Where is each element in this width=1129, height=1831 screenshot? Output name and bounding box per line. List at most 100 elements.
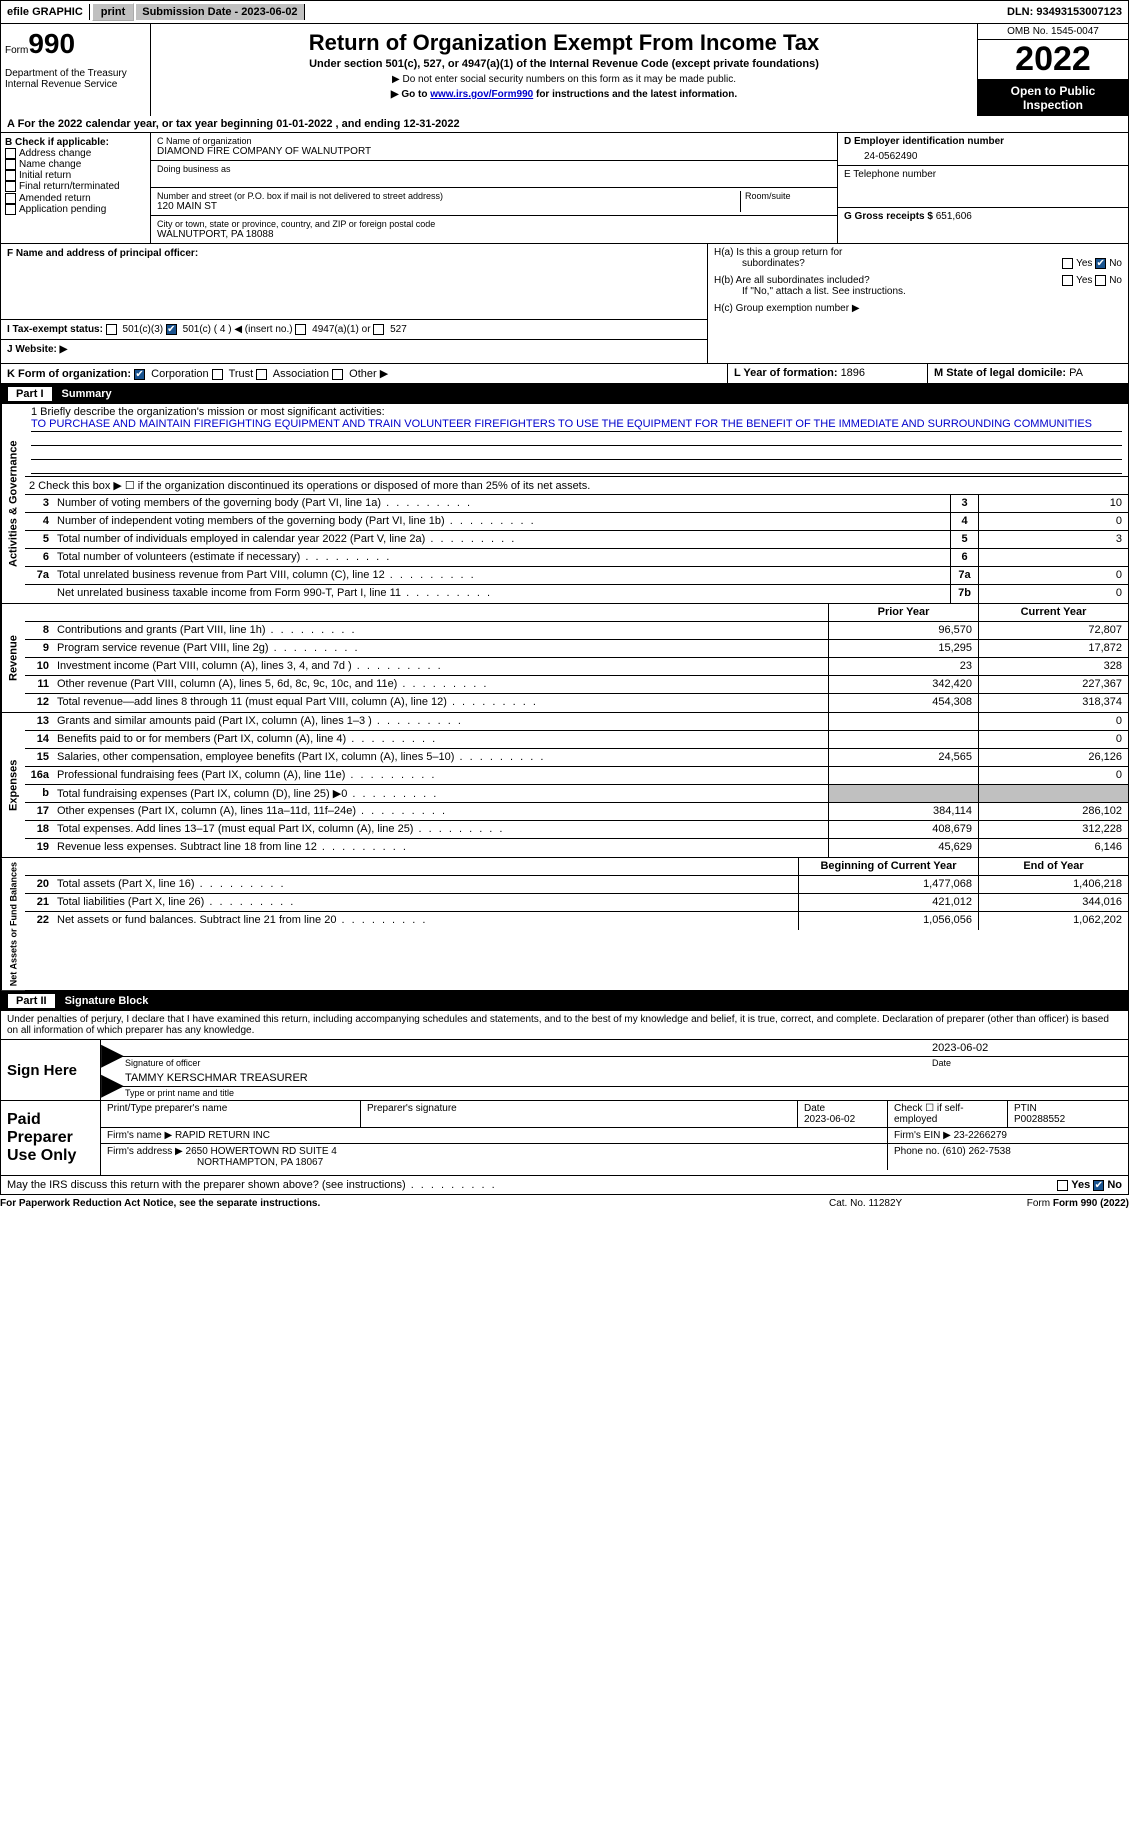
col-d: D Employer identification number 24-0562… [838,133,1128,243]
form-id-block: Form990 Department of the Treasury Inter… [1,24,151,116]
officer-name: TAMMY KERSCHMAR TREASURER [121,1070,1128,1087]
firm-name-label: Firm's name ▶ [107,1130,175,1141]
col-h: H(a) Is this a group return for subordin… [708,244,1128,363]
part1-label: Part I [8,387,52,401]
print-button[interactable]: print [92,3,134,21]
chk-name[interactable]: Name change [5,159,146,170]
gross-row: G Gross receipts $ 651,606 [838,208,1128,225]
chk-address[interactable]: Address change [5,148,146,159]
chk-527[interactable] [373,324,384,335]
chk-trust[interactable] [212,369,223,380]
chk-amended[interactable]: Amended return [5,193,146,204]
addr-label: Number and street (or P.O. box if mail i… [157,191,736,201]
table-row: 3Number of voting members of the governi… [25,495,1128,513]
tel-row: E Telephone number [838,166,1128,208]
chk-final[interactable]: Final return/terminated [5,181,146,192]
signature-section: Sign Here ▶ 2023-06-02 Signature of offi… [0,1040,1129,1176]
revenue-section: Revenue Prior Year Current Year 8Contrib… [0,604,1129,713]
section-bcd: B Check if applicable: Address change Na… [0,133,1129,244]
main-title: Return of Organization Exempt From Incom… [159,30,969,56]
prep-date: 2023-06-02 [804,1114,855,1125]
org-name-row: C Name of organization DIAMOND FIRE COMP… [151,133,837,161]
table-row: 15Salaries, other compensation, employee… [25,749,1128,767]
table-row: 21Total liabilities (Part X, line 26)421… [25,894,1128,912]
ha-yes[interactable] [1062,258,1073,269]
k-label: K Form of organization: [7,368,131,380]
dept-irs: Internal Revenue Service [5,79,146,90]
tax-year: 2022 [978,40,1128,80]
subtitle: Under section 501(c), 527, or 4947(a)(1)… [159,58,969,70]
row-i-tax-exempt: I Tax-exempt status: 501(c)(3) 501(c) ( … [1,319,707,339]
chk-corp[interactable] [134,369,145,380]
hb-yes[interactable] [1062,275,1073,286]
city-value: WALNUTPORT, PA 18088 [157,229,831,240]
ein-row: D Employer identification number 24-0562… [838,133,1128,166]
col-current: Current Year [978,604,1128,621]
instr-link: ▶ Go to www.irs.gov/Form990 for instruct… [159,89,969,100]
instr-ssn: ▶ Do not enter social security numbers o… [159,74,969,85]
hc-row: H(c) Group exemption number ▶ [708,300,1128,317]
rev-header-row: Prior Year Current Year [25,604,1128,622]
firm-ein-label: Firm's EIN ▶ [894,1130,954,1141]
vert-label-net: Net Assets or Fund Balances [1,858,25,990]
ptin-label: PTIN [1014,1103,1037,1114]
paid-preparer-label: Paid Preparer Use Only [1,1101,101,1175]
addr-row: Number and street (or P.O. box if mail i… [151,188,837,216]
part2-header: Part II Signature Block [0,991,1129,1011]
sig-arrow-icon: ▶ [101,1040,121,1070]
may-no[interactable] [1093,1180,1104,1191]
chk-501c[interactable] [166,324,177,335]
perjury-declaration: Under penalties of perjury, I declare th… [0,1011,1129,1040]
city-label: City or town, state or province, country… [157,219,831,229]
sig-officer-label: Signature of officer [121,1057,928,1069]
ha-no[interactable] [1095,258,1106,269]
efile-label: efile GRAPHIC [1,4,90,20]
dln: DLN: 93493153007123 [1001,4,1128,20]
i-label: I Tax-exempt status: [7,324,103,335]
may-yes[interactable] [1057,1180,1068,1191]
col-prior: Prior Year [828,604,978,621]
tel-label: E Telephone number [844,169,1122,180]
chk-other[interactable] [332,369,343,380]
form-word: Form [5,45,28,56]
firm-addr1: 2650 HOWERTOWN RD SUITE 4 [186,1146,337,1157]
ein-value: 24-0562490 [844,147,1122,162]
may-irs-discuss: May the IRS discuss this return with the… [0,1176,1129,1195]
firm-name: RAPID RETURN INC [175,1130,270,1141]
vert-label-rev: Revenue [1,604,25,712]
top-bar: efile GRAPHIC print Submission Date - 20… [0,0,1129,24]
col-end: End of Year [978,858,1128,875]
chk-pending[interactable]: Application pending [5,204,146,215]
chk-501c3[interactable] [106,324,117,335]
room-label: Room/suite [741,191,831,212]
part2-title: Signature Block [65,995,149,1007]
vert-label-ag: Activities & Governance [1,404,25,603]
table-row: 17Other expenses (Part IX, column (A), l… [25,803,1128,821]
sign-here-label: Sign Here [1,1040,101,1100]
gross-value: 651,606 [936,211,972,222]
sig-arrow2-icon: ▶ [101,1070,121,1100]
irs-link[interactable]: www.irs.gov/Form990 [430,89,533,100]
table-row: 16aProfessional fundraising fees (Part I… [25,767,1128,785]
dept-treasury: Department of the Treasury [5,68,146,79]
hb-no[interactable] [1095,275,1106,286]
col-c-org: C Name of organization DIAMOND FIRE COMP… [151,133,838,243]
m-domicile: M State of legal domicile: PA [928,364,1128,383]
row-j-website: J Website: ▶ [1,339,707,359]
q2-checkbox-line: 2 Check this box ▶ ☐ if the organization… [25,477,1128,494]
part2-label: Part II [8,994,55,1008]
col-b-checkboxes: B Check if applicable: Address change Na… [1,133,151,243]
check-self-employed: Check ☐ if self-employed [888,1101,1008,1127]
chk-4947[interactable] [295,324,306,335]
title-block: Return of Organization Exempt From Incom… [151,24,978,116]
year-block: OMB No. 1545-0047 2022 Open to Public In… [978,24,1128,116]
sig-date-label: Date [928,1057,1128,1069]
open-to-public: Open to Public Inspection [978,80,1128,116]
org-name: DIAMOND FIRE COMPANY OF WALNUTPORT [157,146,831,157]
chk-assoc[interactable] [256,369,267,380]
table-row: 20Total assets (Part X, line 16)1,477,06… [25,876,1128,894]
chk-initial[interactable]: Initial return [5,170,146,181]
addr-value: 120 MAIN ST [157,201,736,212]
prep-sig-label: Preparer's signature [361,1101,798,1127]
ha-row: H(a) Is this a group return for subordin… [708,244,1128,272]
